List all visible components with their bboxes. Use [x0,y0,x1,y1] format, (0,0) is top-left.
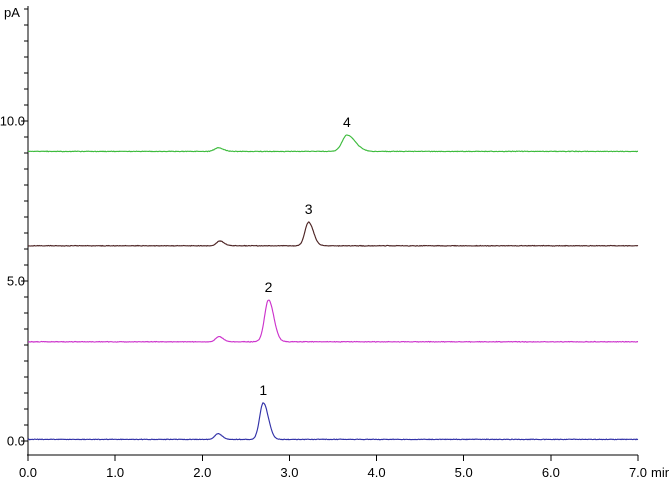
chromatogram-trace-3 [27,221,639,247]
x-tick-label-0: 0.0 [19,465,37,480]
chromatogram-trace-4 [27,134,639,153]
y-tick-label-1: 5.0 [7,274,25,289]
x-axis-unit-label: min [651,465,669,480]
x-tick-label-1: 1.0 [106,465,124,480]
y-tick-label-2: 10.0 [0,114,25,129]
peak-label-1: 1 [259,382,267,398]
x-tick-label-2: 2.0 [193,465,211,480]
x-tick-label-6: 6.0 [542,465,560,480]
x-tick-label-5: 5.0 [455,465,473,480]
chromatogram-trace-2 [27,299,639,343]
x-tick-label-3: 3.0 [280,465,298,480]
x-tick-label-7: 7.0 [629,465,647,480]
chromatogram-trace-1 [27,402,639,441]
peak-label-4: 4 [343,114,351,130]
peak-label-2: 2 [265,279,273,295]
peak-label-3: 3 [305,201,313,217]
y-axis-unit-label: pA [4,5,20,20]
y-tick-label-0: 0.0 [7,434,25,449]
x-tick-label-4: 4.0 [368,465,386,480]
